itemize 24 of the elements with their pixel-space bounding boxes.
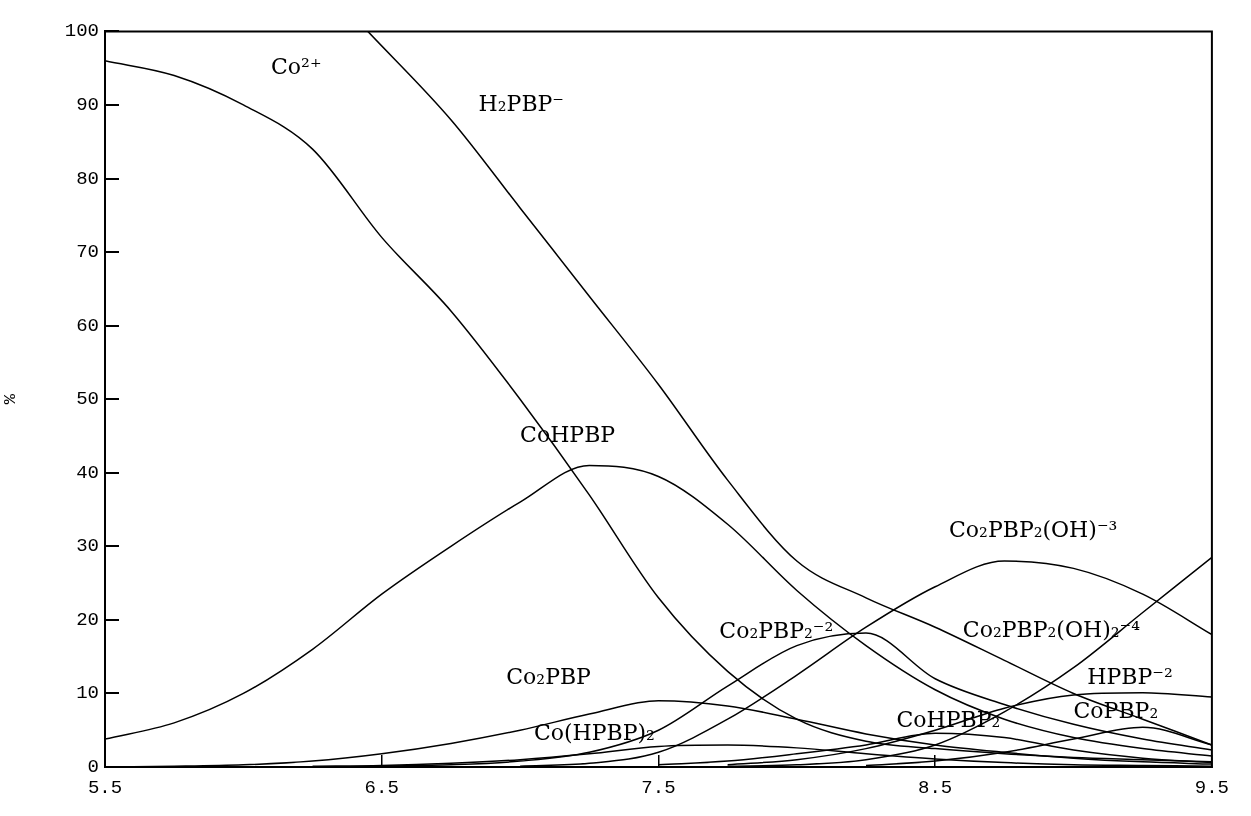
y-tick-label: 90 — [76, 93, 99, 116]
x-tick-label: 7.5 — [641, 777, 676, 800]
y-tick-label: 40 — [76, 461, 99, 484]
series-label: Co₂PBP₂(OH)⁻³ — [949, 517, 1118, 543]
x-tick-label: 9.5 — [1194, 777, 1230, 800]
y-tick-label: 50 — [76, 388, 99, 411]
series-label: Co(HPBP)₂ — [533, 719, 655, 745]
x-tick-label: 6.5 — [364, 777, 399, 800]
series-label: Co²⁺ — [271, 53, 322, 79]
y-tick-label: 30 — [76, 535, 99, 558]
y-tick-label: 0 — [87, 756, 99, 779]
y-tick-label: 70 — [76, 241, 99, 264]
y-tick-label: 60 — [76, 314, 99, 337]
series-label: HPBP⁻² — [1087, 664, 1173, 690]
y-tick-label: 20 — [76, 608, 99, 631]
series-label: H₂PBP⁻ — [478, 90, 564, 116]
series-label: Co₂PBP — [506, 664, 592, 690]
x-tick-label: 8.5 — [918, 777, 953, 800]
x-tick-label: 5.5 — [87, 777, 123, 800]
y-tick-label: 10 — [76, 682, 99, 705]
series-label: Co₂PBP₂⁻² — [719, 618, 834, 644]
y-tick-label: 80 — [76, 167, 99, 190]
y-tick-label: 100 — [64, 20, 99, 43]
y-axis-title: % — [0, 393, 20, 405]
